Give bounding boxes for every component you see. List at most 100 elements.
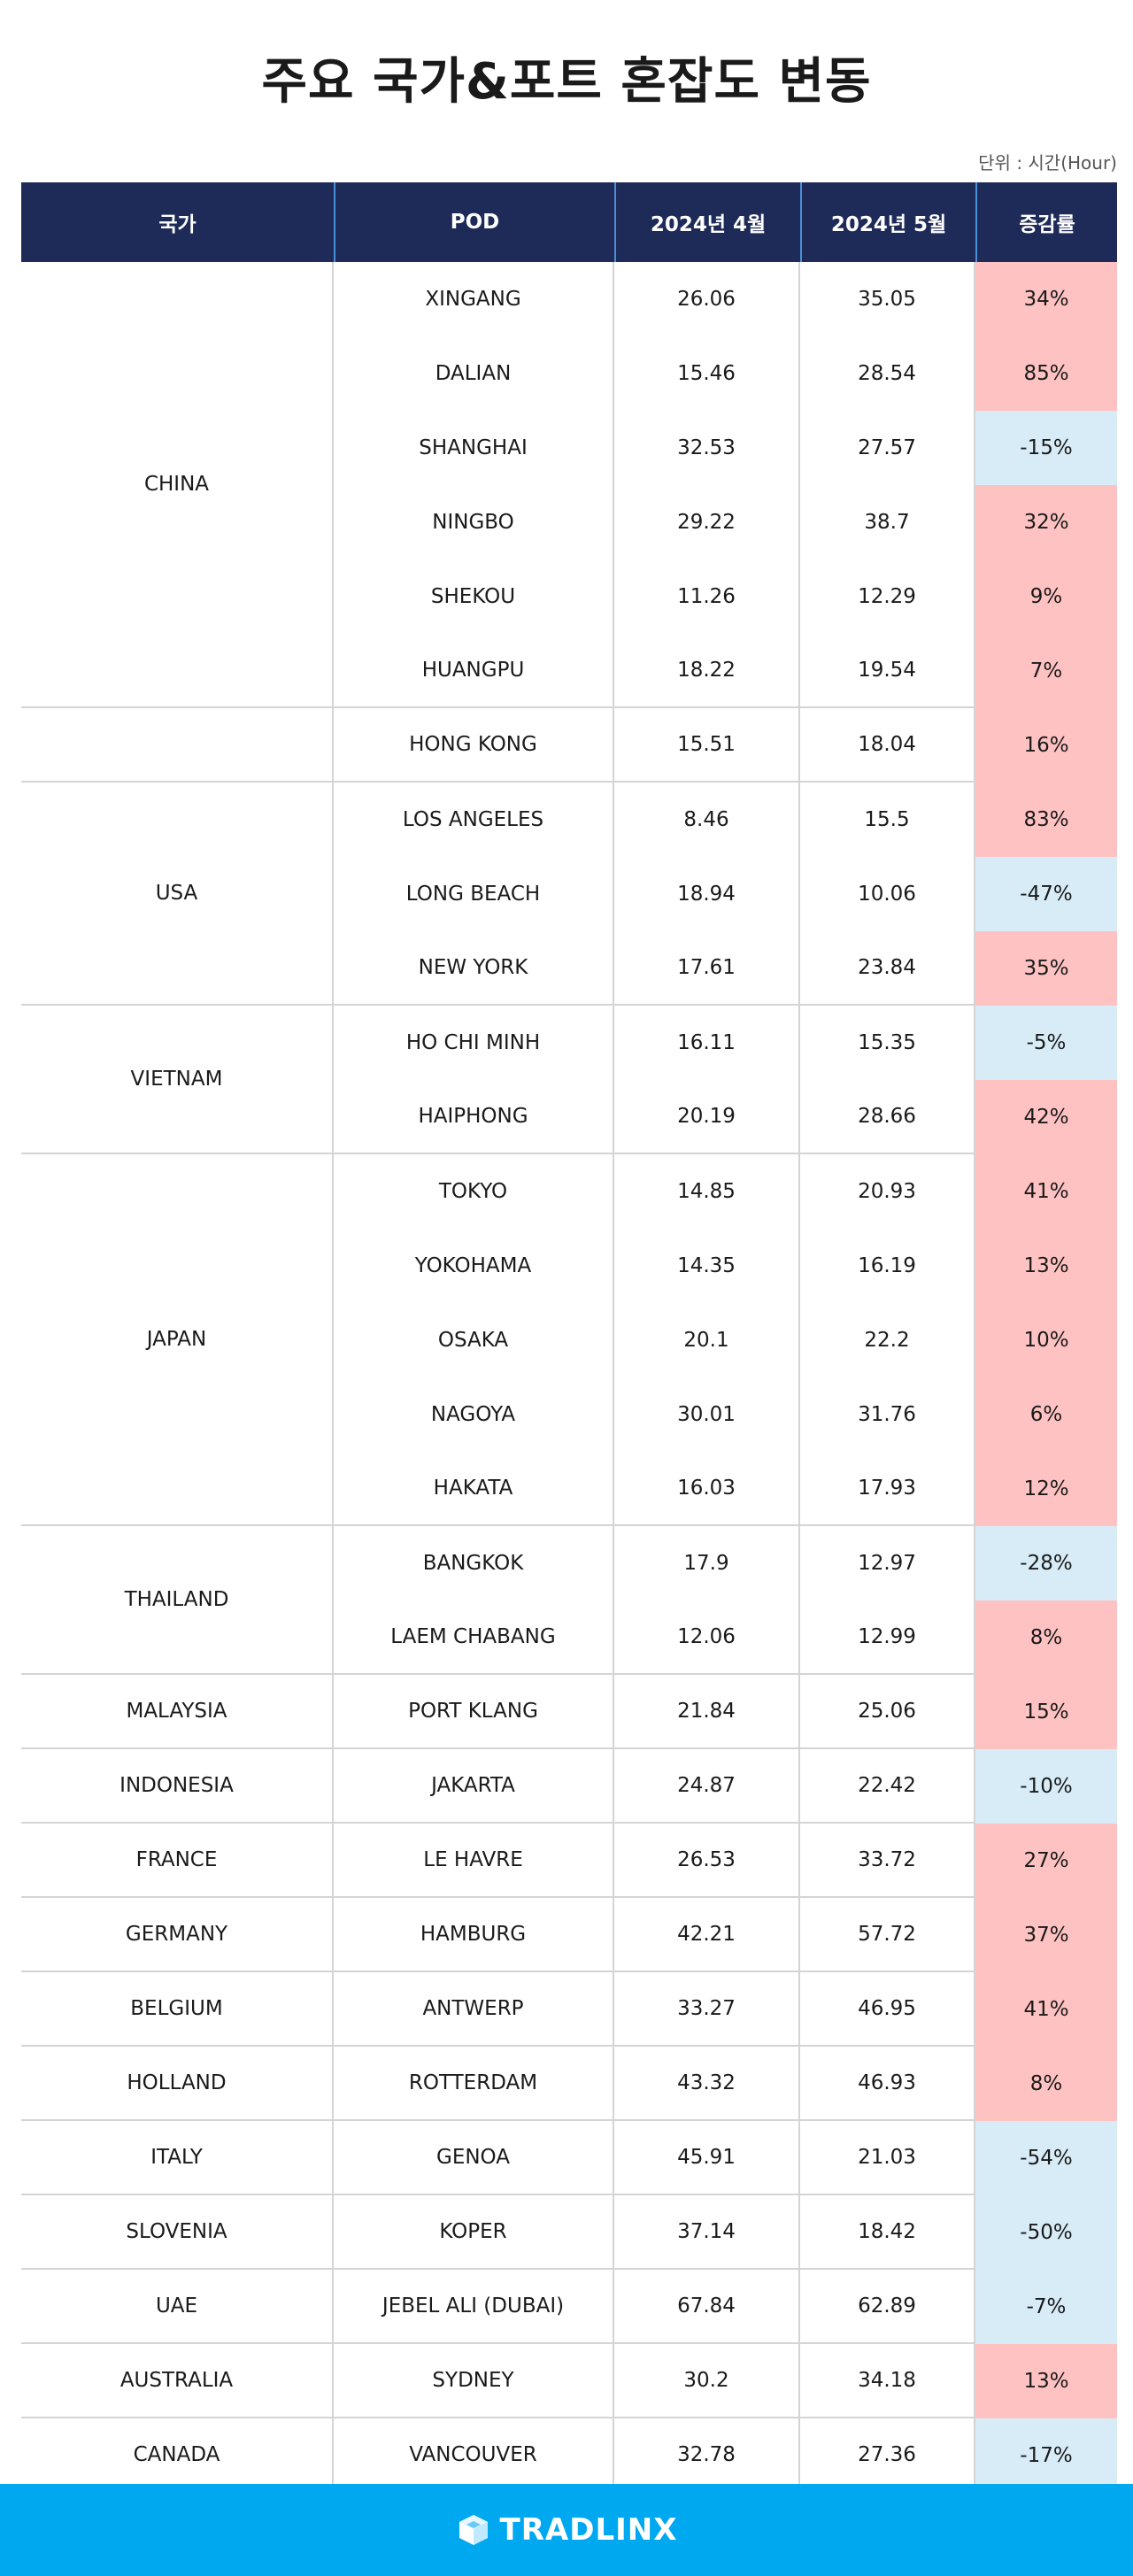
header-apr: 2024년 4월: [614, 182, 800, 262]
header-change: 증감률: [975, 182, 1117, 262]
may-value: 15.35: [800, 1006, 975, 1080]
pod-cell: NINGBO: [334, 485, 614, 559]
country-cell: UAE: [21, 2270, 334, 2344]
may-value: 25.06: [800, 1675, 975, 1749]
change-rate: 15%: [975, 1675, 1117, 1749]
change-rate: 42%: [975, 1080, 1117, 1154]
april-value: 67.84: [614, 2270, 800, 2344]
may-value: 17.93: [800, 1452, 975, 1526]
may-value: 18.42: [800, 2195, 975, 2270]
pod-cell: SYDNEY: [334, 2344, 614, 2418]
cube-icon: [459, 2515, 488, 2545]
change-rate: 34%: [975, 262, 1117, 336]
change-rate: 13%: [975, 1229, 1117, 1303]
country-cell: THAILAND: [21, 1526, 334, 1675]
april-value: 20.19: [614, 1080, 800, 1154]
country-cell: HOLLAND: [21, 2047, 334, 2121]
pod-cell: ROTTERDAM: [334, 2047, 614, 2121]
country-cell: USA: [21, 783, 334, 1006]
country-cell: MALAYSIA: [21, 1675, 334, 1749]
pod-cell: VANCOUVER: [334, 2418, 614, 2493]
april-value: 30.2: [614, 2344, 800, 2418]
change-rate: 32%: [975, 485, 1117, 559]
april-value: 32.53: [614, 411, 800, 485]
may-value: 22.2: [800, 1303, 975, 1377]
pod-cell: HUANGPU: [334, 634, 614, 708]
country-cell: JAPAN: [21, 1154, 334, 1526]
april-value: 17.9: [614, 1526, 800, 1600]
brand-logo: TRADLINX: [456, 2512, 678, 2548]
change-rate: 41%: [975, 1972, 1117, 2047]
april-value: 16.11: [614, 1006, 800, 1080]
pod-cell: LAEM CHABANG: [334, 1600, 614, 1675]
pod-cell: HONG KONG: [334, 708, 614, 783]
april-value: 37.14: [614, 2195, 800, 2270]
change-rate: -15%: [975, 411, 1117, 485]
april-value: 26.53: [614, 1824, 800, 1898]
may-value: 46.95: [800, 1972, 975, 2047]
brand-name: TRADLINX: [499, 2512, 678, 2548]
april-value: 14.35: [614, 1229, 800, 1303]
may-value: 28.54: [800, 336, 975, 411]
pod-cell: BANGKOK: [334, 1526, 614, 1600]
change-rate: 9%: [975, 559, 1117, 634]
may-value: 34.18: [800, 2344, 975, 2418]
pod-cell: PORT KLANG: [334, 1675, 614, 1749]
country-cell: BELGIUM: [21, 1972, 334, 2047]
may-value: 27.57: [800, 411, 975, 485]
change-rate: 12%: [975, 1452, 1117, 1526]
change-rate: 85%: [975, 336, 1117, 411]
pod-cell: KOPER: [334, 2195, 614, 2270]
april-value: 30.01: [614, 1377, 800, 1452]
pod-cell: NAGOYA: [334, 1377, 614, 1452]
congestion-table: 국가 POD 2024년 4월 2024년 5월 증감률 CHINA XINGAN…: [21, 182, 1117, 2495]
may-value: 38.7: [800, 485, 975, 559]
change-rate: -28%: [975, 1526, 1117, 1600]
footer-bar: TRADLINX: [0, 2484, 1133, 2576]
change-rate: 13%: [975, 2344, 1117, 2418]
april-value: 15.46: [614, 336, 800, 411]
change-rate: 10%: [975, 1303, 1117, 1377]
change-rate: -17%: [975, 2418, 1117, 2493]
pod-cell: SHEKOU: [334, 559, 614, 634]
may-value: 28.66: [800, 1080, 975, 1154]
country-cell: [21, 708, 334, 783]
header-country: 국가: [158, 213, 197, 236]
pod-cell: DALIAN: [334, 336, 614, 411]
may-value: 62.89: [800, 2270, 975, 2344]
april-value: 17.61: [614, 931, 800, 1006]
change-rate: 35%: [975, 931, 1117, 1006]
pod-cell: NEW YORK: [334, 931, 614, 1006]
pod-cell: JEBEL ALI (DUBAI): [334, 2270, 614, 2344]
april-value: 24.87: [614, 1749, 800, 1824]
april-value: 43.32: [614, 2047, 800, 2121]
may-value: 46.93: [800, 2047, 975, 2121]
pod-cell: YOKOHAMA: [334, 1229, 614, 1303]
country-cell: VIETNAM: [21, 1006, 334, 1154]
pod-cell: HO CHI MINH: [334, 1006, 614, 1080]
country-cell: SLOVENIA: [21, 2195, 334, 2270]
april-value: 11.26: [614, 559, 800, 634]
change-rate: 8%: [975, 1600, 1117, 1675]
april-value: 33.27: [614, 1972, 800, 2047]
april-value: 18.94: [614, 857, 800, 931]
country-cell: FRANCE: [21, 1824, 334, 1898]
pod-cell: TOKYO: [334, 1154, 614, 1229]
change-rate: -7%: [975, 2270, 1117, 2344]
april-value: 18.22: [614, 634, 800, 708]
change-rate: -50%: [975, 2195, 1117, 2270]
may-value: 21.03: [800, 2121, 975, 2195]
change-rate: 7%: [975, 634, 1117, 708]
country-cell: INDONESIA: [21, 1749, 334, 1824]
may-value: 15.5: [800, 783, 975, 857]
pod-cell: ANTWERP: [334, 1972, 614, 2047]
change-rate: 83%: [975, 783, 1117, 857]
may-value: 16.19: [800, 1229, 975, 1303]
april-value: 29.22: [614, 485, 800, 559]
april-value: 26.06: [614, 262, 800, 336]
april-value: 42.21: [614, 1898, 800, 1972]
may-value: 27.36: [800, 2418, 975, 2493]
table-header: 국가 POD 2024년 4월 2024년 5월 증감률: [21, 182, 1117, 262]
pod-cell: JAKARTA: [334, 1749, 614, 1824]
april-value: 32.78: [614, 2418, 800, 2493]
